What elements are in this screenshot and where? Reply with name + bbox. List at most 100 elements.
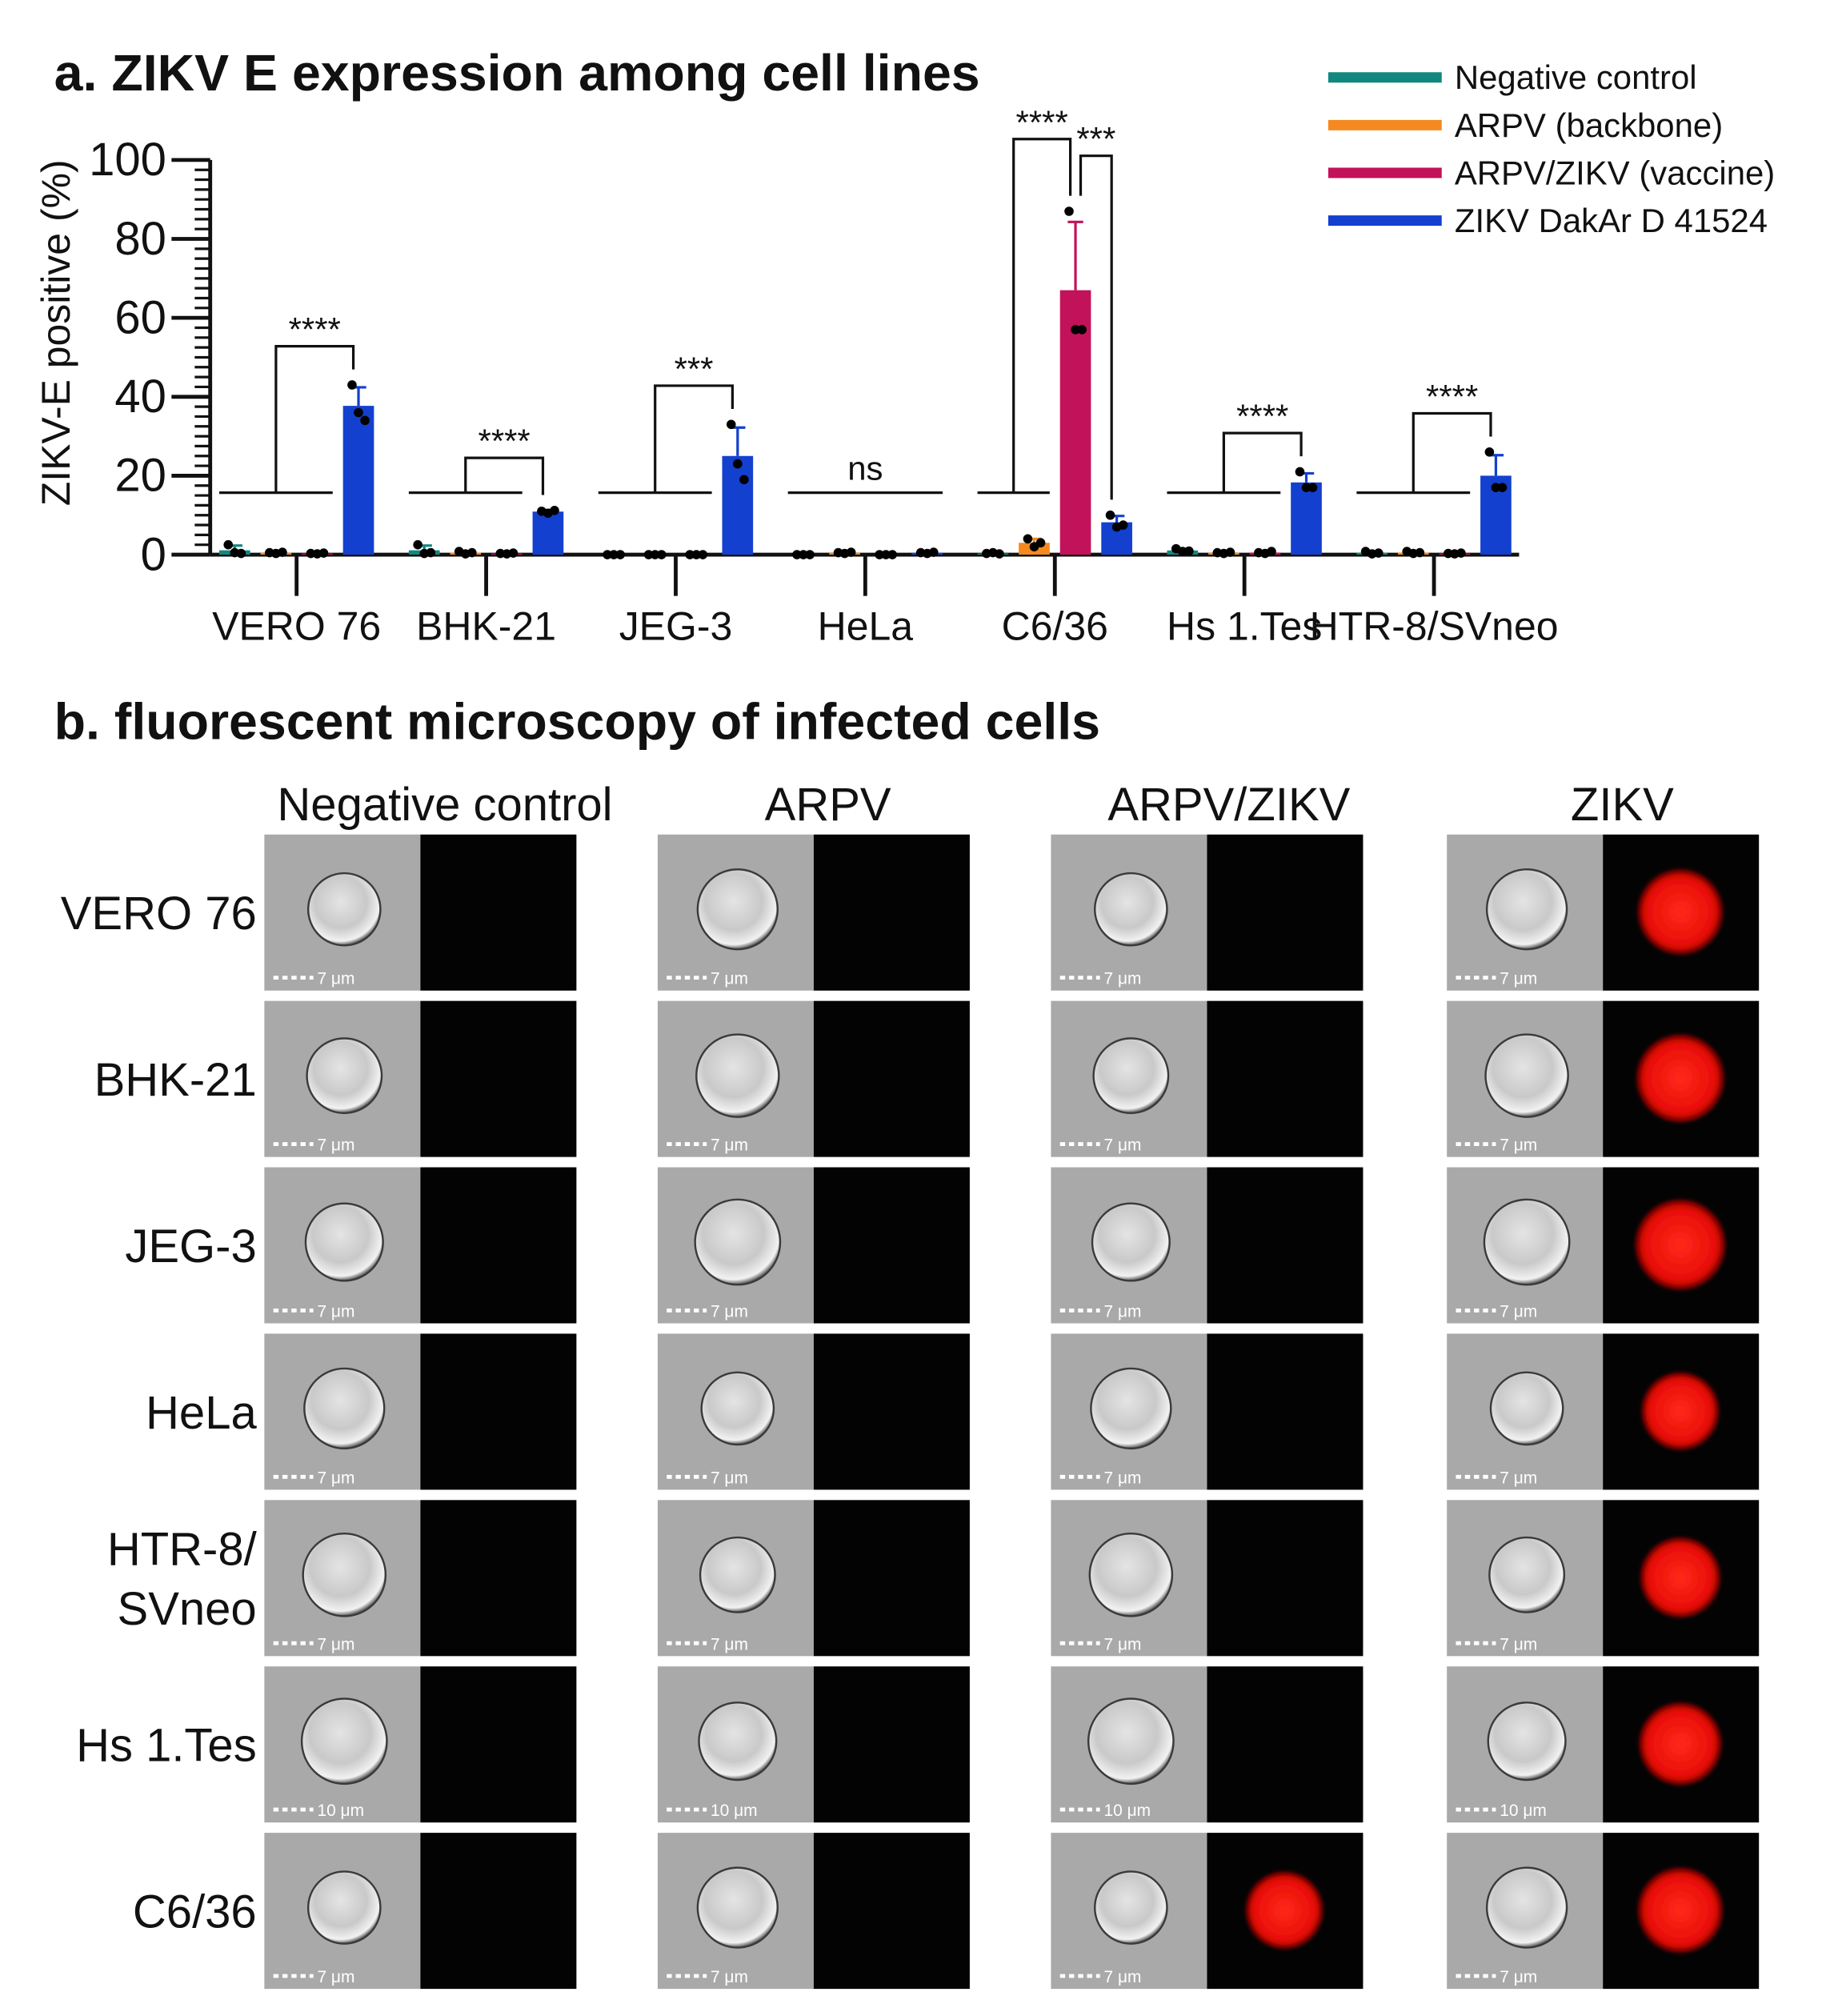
fluorescence-panel [1207, 1000, 1363, 1157]
bar [1291, 482, 1322, 555]
scale-bar-label: 7 μm [1104, 1302, 1142, 1321]
cell [698, 1701, 778, 1782]
scale-bar-label: 7 μm [317, 1302, 354, 1321]
x-tick-label: HTR-8/SVneo [1310, 603, 1559, 648]
bar [722, 455, 754, 555]
scale-bar-label: 7 μm [317, 970, 354, 988]
significance-label: **** [1426, 378, 1478, 415]
cell [1484, 1033, 1569, 1118]
cell [696, 1866, 779, 1949]
scale-bar-label: 7 μm [711, 1635, 748, 1653]
column-header: ARPV/ZIKV [1107, 779, 1350, 831]
fluorescence-signal [1637, 869, 1724, 955]
cell [694, 1198, 782, 1286]
bracket [274, 345, 355, 493]
cell [1487, 1701, 1567, 1782]
x-tick-label: HeLa [818, 603, 914, 648]
cell [1092, 1037, 1170, 1115]
fluorescence-panel [813, 1000, 970, 1157]
scale-bar-label: 10 μm [317, 1802, 364, 1820]
data-point [550, 505, 559, 515]
scale-bar-label: 7 μm [1104, 1635, 1142, 1653]
data-point [1077, 325, 1087, 335]
y-tick-label: 20 [114, 450, 166, 502]
scale-bar-label: 7 μm [711, 1968, 748, 1986]
data-point [1023, 534, 1033, 544]
section-title: b. fluorescent microscopy of infected ce… [54, 692, 1100, 750]
chart-title: a. ZIKV E expression among cell lines [54, 44, 980, 102]
x-tick-label: VERO 76 [212, 603, 381, 648]
data-point [1307, 483, 1318, 492]
data-point [733, 459, 743, 469]
fluorescence-panel [1207, 1666, 1363, 1823]
data-point [656, 550, 667, 559]
row-label: JEG-3 [125, 1220, 256, 1273]
significance-label: **** [1016, 103, 1068, 141]
scale-bar-label: 7 μm [1104, 1469, 1142, 1487]
y-tick-label: 60 [114, 291, 166, 343]
data-point [846, 547, 856, 557]
data-point [928, 547, 939, 557]
scale-bar-label: 10 μm [1500, 1802, 1547, 1820]
fluorescence-panel [420, 834, 577, 991]
fluorescence-panel [1207, 1167, 1363, 1324]
y-tick-label: 80 [114, 213, 166, 265]
data-point [1456, 548, 1466, 558]
x-tick-label: Hs 1.Tes [1167, 603, 1322, 648]
scale-bar-label: 7 μm [1104, 1136, 1142, 1155]
data-point [805, 550, 815, 559]
row-label: Hs 1.Tes [76, 1720, 257, 1772]
scale-bar-label: 7 μm [711, 1302, 748, 1321]
fluorescence-panel [1207, 1500, 1363, 1657]
data-point [698, 550, 708, 559]
cell [1485, 868, 1568, 951]
column-header: Negative control [277, 779, 612, 831]
cell [306, 872, 382, 947]
significance-label: **** [479, 423, 531, 460]
data-point [615, 550, 625, 559]
y-axis-label: ZIKV-E positive (%) [34, 159, 78, 506]
data-point [1225, 547, 1235, 557]
data-point [643, 550, 654, 559]
row-label: HTR-8/ [107, 1524, 258, 1576]
data-point [236, 548, 246, 559]
cell [1488, 1536, 1566, 1613]
bracket [1222, 431, 1303, 493]
row-label: BHK-21 [94, 1054, 257, 1106]
fluorescence-signal [1245, 1871, 1323, 1950]
data-point [1267, 547, 1276, 556]
cell [699, 1536, 776, 1613]
scale-bar-label: 7 μm [711, 1469, 748, 1487]
scale-bar-label: 7 μm [317, 1136, 354, 1155]
data-point [1071, 325, 1080, 335]
data-point [223, 539, 234, 550]
data-point [875, 550, 884, 559]
legend-label: ZIKV DakAr D 41524 [1455, 202, 1768, 239]
bracket [464, 456, 545, 495]
fluorescence-signal [1636, 1034, 1724, 1123]
bar [342, 406, 374, 555]
y-tick-label: 100 [89, 134, 166, 186]
cell [303, 1367, 386, 1450]
scale-bar-label: 7 μm [711, 970, 748, 988]
fluorescence-signal [1637, 1867, 1724, 1953]
bracket [1012, 138, 1072, 493]
scale-bar-label: 7 μm [1500, 1136, 1537, 1155]
cell [1485, 1866, 1568, 1949]
scale-bar-label: 10 μm [1104, 1802, 1151, 1820]
scale-bar-label: 7 μm [1104, 970, 1142, 988]
fluorescence-panel [420, 1000, 577, 1157]
cell [700, 1371, 775, 1446]
cell [1483, 1198, 1571, 1286]
fluorescence-signal [1641, 1372, 1720, 1450]
fluorescence-signal [1640, 1537, 1720, 1617]
data-point [1118, 520, 1128, 530]
data-point [691, 550, 702, 559]
data-point [726, 419, 736, 430]
data-point [1301, 483, 1311, 492]
fluorescence-panel [813, 834, 970, 991]
fluorescence-panel [813, 1167, 970, 1324]
bracket [654, 384, 734, 493]
